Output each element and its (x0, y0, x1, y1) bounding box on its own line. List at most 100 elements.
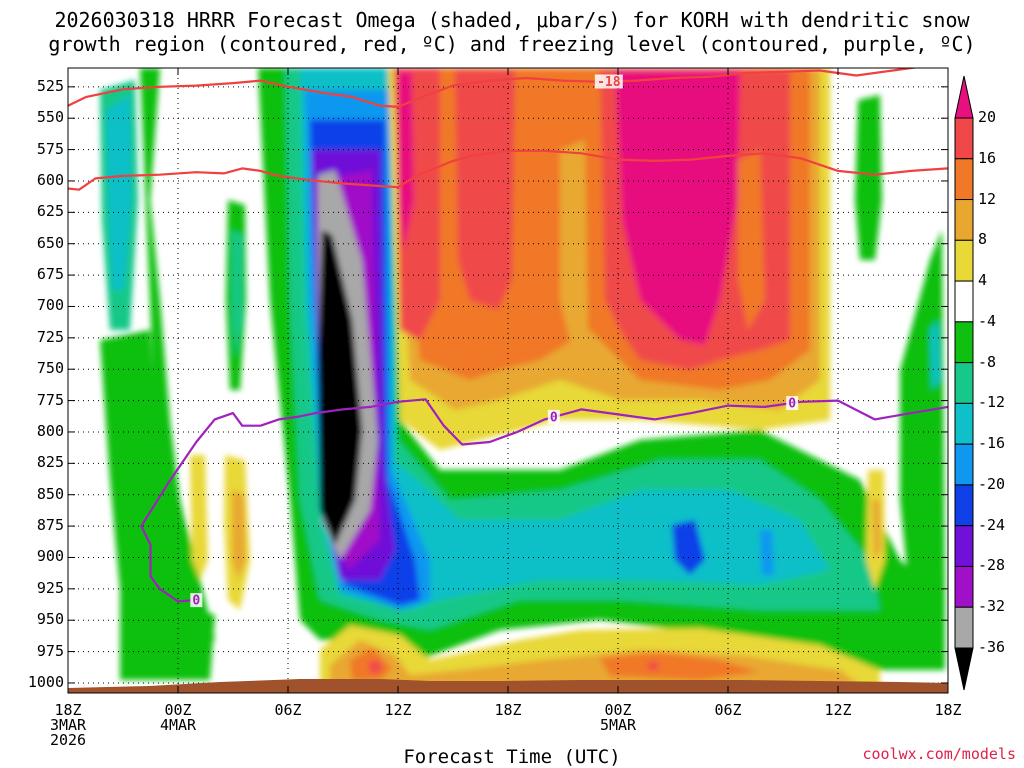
colorbar-label: 16 (978, 148, 997, 167)
omega-band-red-low-b (648, 662, 658, 670)
chart-title-line-2: growth region (contoured, red, ºC) and f… (48, 32, 976, 56)
x-tick-label-group: 12Z (798, 703, 878, 718)
contour-label-bg-2-1 (547, 409, 560, 424)
x-tick-label-line1: 00Z (164, 701, 192, 719)
colorbar-swatch-9 (954, 443, 974, 486)
x-axis-label: Forecast Time (UTC) (403, 746, 621, 768)
omega-gap-b (738, 150, 765, 330)
x-tick-label-group: 12Z (358, 703, 438, 718)
omega-band-green-right-a (855, 95, 882, 260)
contour-label-2-2: 0 (788, 397, 796, 412)
omega-shading (68, 68, 948, 693)
contour-label-2-0: 0 (192, 594, 200, 609)
omega-band-yellow-small-a (190, 455, 208, 580)
y-tick-label: 625 (36, 202, 64, 221)
colorbar-swatch-2 (954, 158, 974, 201)
omega-band-cyan-left (106, 95, 132, 290)
contour-lines: -18 0 0 0 (68, 68, 948, 609)
colorbar-label: 20 (978, 108, 997, 126)
colorbar (954, 75, 974, 691)
y-tick-label: 975 (36, 641, 64, 660)
omega-band-blue-blob-a (672, 520, 705, 575)
y-tick-label: 575 (36, 139, 64, 158)
y-tick-label: 525 (36, 76, 64, 95)
omega-band-orange-small (232, 490, 246, 580)
y-tick-label: 750 (36, 359, 64, 378)
y-tick-label: 775 (36, 390, 64, 409)
axis-ticks (67, 68, 949, 693)
omega-band-pink-a (398, 72, 414, 250)
x-tick-label-line1: 12Z (384, 701, 412, 719)
omega-band-green-lower-left (100, 330, 215, 680)
x-tick-label-group: 06Z (688, 703, 768, 718)
y-tick-label: 650 (36, 233, 64, 252)
colorbar-label: -12 (978, 393, 1006, 412)
x-tick-label-line1: 06Z (274, 701, 302, 719)
y-tick-label: 825 (36, 453, 64, 472)
contour-label-bg-0-0 (594, 74, 623, 89)
y-tick-label: 600 (36, 170, 64, 189)
omega-band-teal-small (232, 230, 242, 360)
x-tick-label-line1: 06Z (714, 701, 742, 719)
contour-label-bg-2-0 (190, 593, 203, 608)
y-tick-label: 1000 (27, 672, 64, 691)
chart-title-line-1: 2026030318 HRRR Forecast Omega (shaded, … (54, 8, 970, 32)
colorbar-bottom-arrow (954, 647, 974, 691)
y-tick-label: 675 (36, 265, 64, 284)
contour-label-0-0: -18 (597, 75, 621, 90)
x-tick-label-line2: 5MAR (599, 716, 637, 734)
omega-band-orange-right (872, 500, 881, 560)
colorbar-top-arrow (954, 75, 974, 119)
y-tick-label: 850 (36, 484, 64, 503)
contour-line-1 (68, 149, 948, 191)
x-tick-label-line1: 18Z (934, 701, 962, 719)
colorbar-label: 4 (978, 271, 988, 290)
omega-band-teal-right (930, 320, 940, 390)
y-tick-label: 800 (36, 421, 64, 440)
omega-band-orange-low-b (600, 652, 760, 680)
colorbar-label: -24 (978, 515, 1006, 534)
x-tick-label-line2: 4MAR (159, 716, 197, 734)
y-tick-label: 950 (36, 610, 64, 629)
colorbar-swatch-1 (954, 117, 974, 160)
y-tick-label: 900 (36, 547, 64, 566)
colorbar-swatch-10 (954, 484, 974, 527)
site-credit: coolwx.com/models (862, 745, 1016, 763)
x-tick-label-line2: 3MAR (49, 716, 87, 734)
omega-band-green-right-b (900, 230, 945, 600)
colorbar-swatch-12 (954, 565, 974, 608)
colorbar-swatch-7 (954, 362, 974, 404)
omega-band-teal-main (285, 68, 880, 630)
omega-band-green-left (95, 68, 215, 640)
colorbar-swatch-4 (954, 239, 974, 282)
colorbar-label: -20 (978, 474, 1006, 493)
contour-label-2-1: 0 (550, 410, 558, 425)
omega-band-pink-b (615, 70, 740, 345)
omega-gap-a (560, 140, 588, 350)
colorbar-swatch-13 (954, 606, 974, 649)
contour-label-bg-2-2 (786, 396, 799, 411)
y-tick-label: 700 (36, 296, 64, 315)
colorbar-label: -8 (978, 352, 997, 371)
x-tick-label-group: 18Z (908, 703, 988, 718)
colorbar-label: -32 (978, 597, 1006, 616)
x-tick-label-group: 18Z (468, 703, 548, 718)
y-tick-label: 925 (36, 578, 64, 597)
x-tick-label-group: 18Z 3MAR 2026 (28, 703, 108, 748)
x-tick-label-line1: 12Z (824, 701, 852, 719)
omega-band-red-b (455, 70, 515, 310)
omega-band-red-low-a (368, 660, 382, 674)
y-tick-label: 725 (36, 327, 64, 346)
omega-band-blue-blob-b (760, 530, 774, 575)
colorbar-label: -28 (978, 556, 1006, 575)
x-tick-label-line3: 2026 (49, 731, 87, 749)
colorbar-label: -16 (978, 434, 1006, 453)
y-tick-label: 550 (36, 108, 64, 127)
x-tick-label-group: 00Z 4MAR (138, 703, 218, 733)
contour-line-2 (140, 398, 948, 603)
colorbar-label: 8 (978, 230, 988, 249)
x-tick-label-line1: 18Z (54, 701, 82, 719)
contour-line-0 (68, 68, 920, 109)
colorbar-swatch-3 (954, 199, 974, 241)
